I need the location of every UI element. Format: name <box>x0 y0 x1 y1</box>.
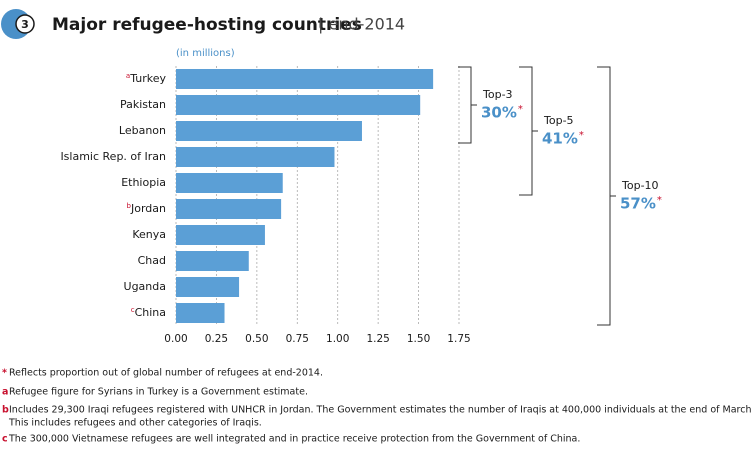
bar <box>176 121 362 141</box>
category-name: Jordan <box>130 202 166 215</box>
group-name: Top-10 <box>621 179 659 192</box>
bar <box>176 277 240 297</box>
y-tick-label: Chad <box>138 254 166 267</box>
group-value: 41% <box>542 130 578 148</box>
category-name: China <box>135 306 166 319</box>
footnote-mark: b <box>2 405 9 416</box>
bar <box>176 225 265 245</box>
x-tick-label: 1.75 <box>447 333 470 345</box>
x-tick-label: 0.75 <box>286 333 309 345</box>
badge-inner <box>15 14 35 34</box>
bar <box>176 251 249 271</box>
y-tick-label: cChina <box>131 306 166 319</box>
y-tick-label: Kenya <box>132 228 166 241</box>
x-tick-label: 0.25 <box>205 333 228 345</box>
bar <box>176 69 434 89</box>
bar <box>176 95 421 115</box>
y-tick-label: Pakistan <box>120 98 166 111</box>
x-tick-label: 0.00 <box>164 333 187 345</box>
footnote-text: Refugee figure for Syrians in Turkey is … <box>9 387 308 398</box>
category-mark: a <box>126 72 130 80</box>
x-tick-label: 0.50 <box>245 333 268 345</box>
x-tick-label: 1.25 <box>366 333 389 345</box>
y-tick-label: aTurkey <box>126 72 167 85</box>
y-tick-label: Islamic Rep. of Iran <box>60 150 166 163</box>
footnote-text: Reflects proportion out of global number… <box>9 368 323 379</box>
bracket <box>458 66 477 144</box>
footnote-mark: a <box>2 387 8 398</box>
group-value: 30% <box>481 104 517 122</box>
group-name: Top-5 <box>543 114 574 127</box>
group-name: Top-3 <box>482 88 513 101</box>
badge: 3 <box>21 18 29 31</box>
category-mark: b <box>127 202 132 210</box>
footnote-text: Includes 29,300 Iraqi refugees registere… <box>9 405 752 416</box>
category-name: Turkey <box>129 72 166 85</box>
group-value: 57% <box>620 195 656 213</box>
x-tick-label: 1.50 <box>407 333 430 345</box>
category-mark: c <box>131 306 135 314</box>
group-mark: * <box>579 130 584 141</box>
axis-unit: (in millions) <box>176 48 235 59</box>
footnote-text: The 300,000 Vietnamese refugees are well… <box>8 434 580 445</box>
y-tick-label: bJordan <box>127 202 166 215</box>
y-tick-label: Ethiopia <box>121 176 166 189</box>
bar <box>176 199 282 219</box>
group-mark: * <box>518 104 523 115</box>
bar <box>176 303 225 323</box>
x-tick-label: 1.00 <box>326 333 349 345</box>
bar <box>176 147 335 167</box>
group-mark: * <box>657 195 662 206</box>
bracket <box>597 66 616 326</box>
bracket <box>519 66 538 196</box>
bar <box>176 173 283 193</box>
chart-title: Major refugee-hosting countries <box>52 15 362 35</box>
footnote-text: This includes refugees and other categor… <box>8 418 262 429</box>
footnote-mark: * <box>2 368 7 379</box>
chart-subtitle: | end-2014 <box>318 15 405 34</box>
footnote-mark: c <box>2 434 8 445</box>
y-tick-label: Uganda <box>124 280 166 293</box>
y-tick-label: Lebanon <box>119 124 166 137</box>
